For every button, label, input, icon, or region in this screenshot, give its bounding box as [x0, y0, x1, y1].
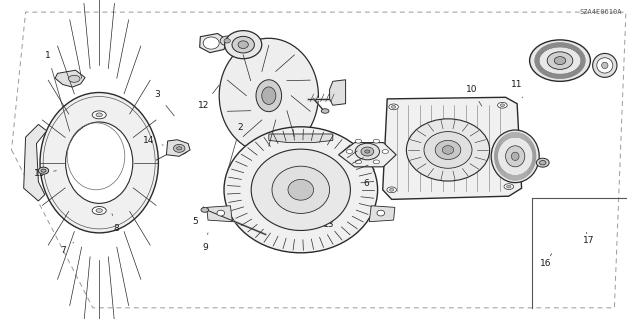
Text: 16: 16 — [540, 254, 552, 268]
Ellipse shape — [65, 122, 133, 204]
Ellipse shape — [355, 160, 362, 164]
Ellipse shape — [68, 75, 80, 82]
Ellipse shape — [504, 184, 513, 189]
Polygon shape — [200, 33, 227, 53]
Polygon shape — [24, 124, 47, 201]
Ellipse shape — [251, 149, 351, 230]
Ellipse shape — [373, 139, 380, 143]
Ellipse shape — [361, 147, 374, 156]
Ellipse shape — [547, 52, 573, 69]
Ellipse shape — [96, 209, 102, 212]
Ellipse shape — [96, 113, 102, 117]
Ellipse shape — [540, 160, 546, 165]
Ellipse shape — [220, 36, 234, 46]
Ellipse shape — [321, 109, 329, 113]
Ellipse shape — [511, 152, 519, 160]
Polygon shape — [269, 134, 333, 143]
Ellipse shape — [262, 87, 276, 105]
Ellipse shape — [272, 166, 330, 213]
Ellipse shape — [238, 41, 248, 48]
Ellipse shape — [377, 210, 385, 216]
Polygon shape — [166, 140, 190, 156]
Polygon shape — [55, 70, 85, 87]
Ellipse shape — [177, 147, 182, 150]
Polygon shape — [383, 97, 522, 199]
Ellipse shape — [224, 39, 230, 43]
Ellipse shape — [365, 150, 370, 153]
Polygon shape — [369, 206, 395, 222]
Ellipse shape — [288, 179, 314, 200]
Ellipse shape — [602, 62, 608, 69]
Ellipse shape — [388, 104, 398, 110]
Text: 11: 11 — [511, 80, 523, 98]
Ellipse shape — [346, 150, 353, 153]
Ellipse shape — [392, 105, 396, 108]
Text: 12: 12 — [198, 85, 219, 110]
Text: 4: 4 — [263, 172, 298, 194]
Ellipse shape — [492, 130, 540, 182]
Polygon shape — [330, 80, 346, 105]
Ellipse shape — [355, 143, 380, 160]
Ellipse shape — [507, 185, 511, 188]
Text: 8: 8 — [112, 214, 119, 233]
Text: 5: 5 — [193, 207, 204, 226]
Ellipse shape — [40, 93, 159, 233]
Text: 13: 13 — [316, 211, 334, 229]
Ellipse shape — [596, 58, 613, 73]
Text: 7: 7 — [60, 242, 74, 255]
Text: 3: 3 — [154, 90, 174, 116]
Ellipse shape — [554, 56, 566, 64]
Ellipse shape — [593, 54, 617, 77]
Ellipse shape — [219, 38, 319, 153]
Text: E-6: E-6 — [410, 139, 441, 151]
Ellipse shape — [424, 131, 472, 168]
Ellipse shape — [92, 111, 106, 119]
Ellipse shape — [225, 31, 262, 59]
Ellipse shape — [500, 104, 504, 107]
Text: 17: 17 — [583, 232, 595, 245]
Ellipse shape — [406, 119, 490, 181]
Ellipse shape — [435, 140, 461, 160]
Text: SZA4E0610A: SZA4E0610A — [580, 9, 622, 15]
Ellipse shape — [170, 142, 188, 155]
Ellipse shape — [382, 150, 388, 153]
Ellipse shape — [497, 102, 507, 108]
Ellipse shape — [256, 80, 282, 112]
Ellipse shape — [204, 37, 219, 49]
Ellipse shape — [389, 188, 394, 191]
Ellipse shape — [232, 36, 254, 53]
Text: 2: 2 — [228, 123, 243, 170]
Ellipse shape — [224, 127, 378, 253]
Text: 1: 1 — [45, 51, 70, 131]
Polygon shape — [339, 143, 396, 167]
Ellipse shape — [442, 145, 454, 154]
Text: 14: 14 — [143, 136, 163, 145]
Text: 10: 10 — [466, 85, 482, 106]
Ellipse shape — [530, 40, 590, 81]
Ellipse shape — [38, 167, 49, 174]
Polygon shape — [207, 206, 232, 222]
Ellipse shape — [217, 210, 225, 216]
Ellipse shape — [41, 169, 46, 172]
Ellipse shape — [201, 208, 209, 212]
Ellipse shape — [387, 187, 397, 193]
Text: 9: 9 — [202, 233, 208, 252]
Ellipse shape — [373, 160, 380, 164]
Ellipse shape — [92, 207, 106, 215]
Text: 6: 6 — [364, 169, 374, 188]
Text: 15: 15 — [34, 169, 56, 178]
Ellipse shape — [355, 139, 362, 143]
Ellipse shape — [506, 146, 525, 167]
Ellipse shape — [173, 145, 185, 152]
Ellipse shape — [536, 158, 549, 167]
